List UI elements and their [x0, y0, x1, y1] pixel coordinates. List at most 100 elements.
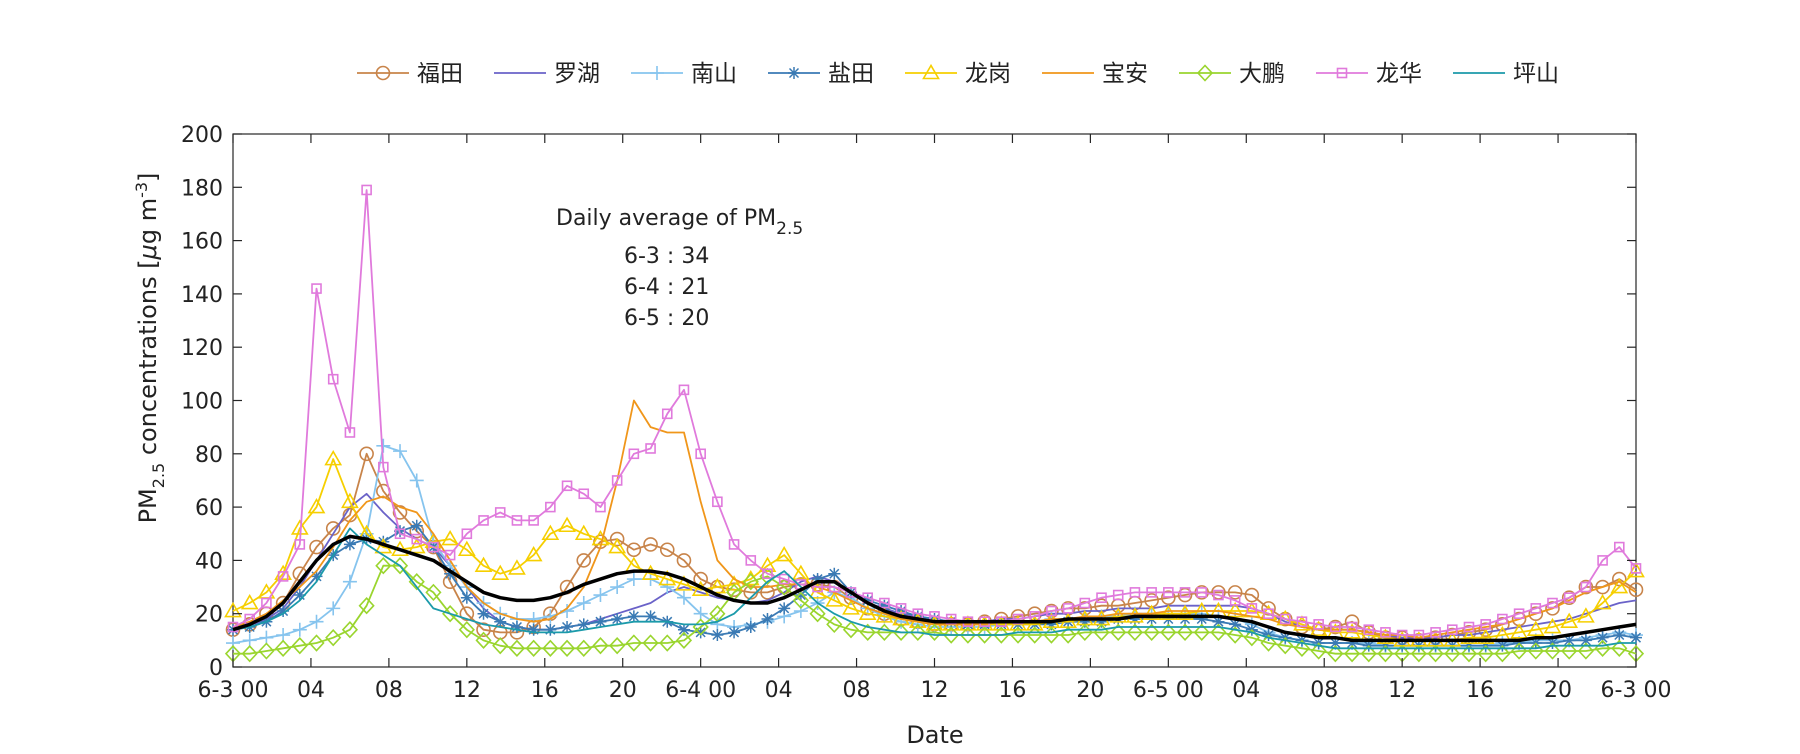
data-point: [911, 610, 924, 623]
y-tick-label: 60: [195, 496, 223, 521]
data-point: [659, 542, 675, 558]
data-point: [758, 556, 777, 573]
data-point: [677, 623, 690, 636]
y-tick-label: 160: [181, 230, 223, 255]
data-point: [1109, 607, 1128, 623]
data-point: [1563, 634, 1576, 647]
legend-label: 大鹏: [1239, 61, 1285, 87]
data-point: [1078, 615, 1091, 628]
annotation-line: 6-4 : 21: [624, 275, 709, 300]
data-point: [1095, 615, 1108, 628]
x-tick-label: 6-3 00: [198, 678, 269, 703]
data-point: [309, 614, 324, 629]
legend-item: 龙华: [1316, 61, 1422, 87]
data-point: [811, 573, 824, 586]
data-point: [1460, 628, 1478, 644]
data-point: [444, 549, 456, 561]
plot-area: [232, 133, 1637, 668]
data-point: [458, 621, 475, 639]
data-point: [1160, 623, 1177, 642]
data-point: [943, 626, 960, 644]
data-point: [478, 515, 489, 526]
data-point: [1530, 603, 1542, 614]
data-point: [1159, 604, 1178, 621]
data-point: [311, 283, 322, 294]
data-point: [494, 507, 506, 518]
data-point: [643, 537, 658, 552]
data-point: [1478, 622, 1493, 637]
data-point: [1212, 615, 1225, 628]
data-point: [627, 610, 640, 623]
data-point: [1444, 645, 1461, 663]
data-point: [1261, 601, 1276, 616]
data-point: [441, 529, 460, 546]
legend-item: 宝安: [1042, 61, 1148, 87]
data-point: [922, 63, 940, 80]
data-point: [1279, 613, 1291, 625]
data-point: [1476, 628, 1495, 644]
legend-label: 盐田: [828, 61, 874, 87]
data-point: [292, 622, 307, 637]
data-point: [1380, 627, 1391, 638]
data-point: [378, 461, 389, 473]
data-point: [1060, 626, 1077, 644]
y-tick-label: 180: [181, 176, 223, 201]
data-point: [1377, 645, 1394, 663]
data-point: [1494, 645, 1511, 663]
data-point: [608, 537, 627, 554]
annotation-line: 6-5 : 20: [624, 306, 709, 331]
x-tick-label: 16: [531, 678, 559, 703]
data-point: [1346, 637, 1359, 650]
data-point: [1579, 634, 1592, 647]
legend-item: 龙岗: [905, 61, 1011, 87]
data-point: [428, 541, 439, 553]
x-tick-label: 04: [765, 678, 793, 703]
data-point: [642, 634, 659, 652]
data-point: [650, 66, 664, 80]
data-point: [408, 573, 425, 591]
data-point: [1179, 587, 1191, 598]
data-point: [578, 488, 590, 500]
data-point: [775, 545, 794, 562]
data-point: [1344, 614, 1360, 629]
data-point: [609, 531, 625, 547]
data-point: [1628, 582, 1644, 598]
data-point: [508, 559, 526, 575]
data-point: [377, 535, 390, 548]
y-tick-label: 0: [209, 656, 223, 681]
data-point: [1561, 642, 1578, 660]
legend-label: 龙华: [1376, 61, 1422, 87]
x-tick-label: 04: [297, 678, 325, 703]
data-point: [645, 443, 656, 454]
data-point: [1597, 555, 1608, 566]
annotation-line: 6-3 : 34: [624, 244, 709, 269]
data-point: [492, 637, 509, 655]
data-point: [1277, 637, 1294, 655]
data-point: [926, 623, 943, 642]
data-point: [475, 631, 492, 650]
data-point: [542, 639, 559, 658]
data-point: [459, 606, 475, 622]
data-point: [1210, 623, 1227, 642]
data-point: [1526, 620, 1545, 636]
data-point: [375, 65, 391, 81]
data-point: [1610, 577, 1629, 594]
x-tick-label: 16: [1466, 678, 1494, 703]
data-point: [1176, 604, 1194, 621]
data-point: [558, 639, 576, 658]
data-point: [1544, 642, 1561, 660]
data-point: [928, 613, 941, 626]
data-point: [460, 591, 473, 604]
data-point: [477, 607, 490, 620]
data-point: [1110, 623, 1127, 642]
data-point: [525, 639, 542, 658]
data-point: [878, 599, 891, 612]
axes-layer: 0 20 40 60 80 100 120 140 160 180 200 6-3 00 04 08 12 1…: [181, 123, 1671, 703]
x-tick-label: 20: [609, 678, 637, 703]
data-point: [1143, 623, 1160, 642]
data-point: [1161, 590, 1176, 606]
data-point: [277, 571, 289, 582]
x-tick-label: 08: [1310, 678, 1338, 703]
data-point: [1611, 639, 1628, 658]
data-point: [1547, 597, 1558, 609]
